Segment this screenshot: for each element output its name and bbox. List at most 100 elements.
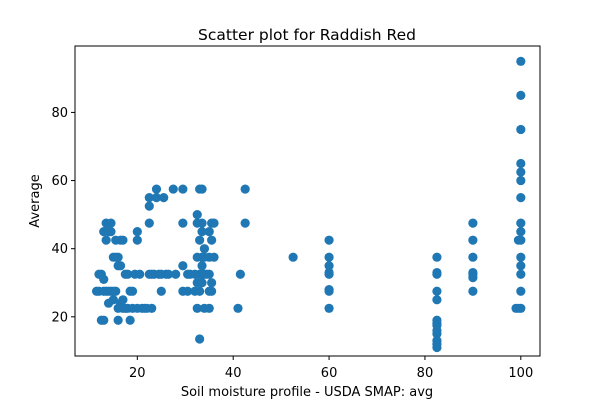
scatter-point (118, 235, 128, 245)
scatter-point (235, 269, 245, 279)
plot-frame (74, 45, 541, 357)
scatter-point (468, 252, 478, 262)
scatter-point (127, 286, 138, 296)
scatter-point (106, 227, 116, 237)
chart-title: Scatter plot for Raddish Red (198, 26, 416, 44)
scatter-point (516, 269, 526, 279)
scatter-point (432, 269, 442, 279)
scatter-point (168, 184, 178, 194)
scatter-point (209, 252, 219, 262)
x-axis-ticks: 20 40 60 80 100 (129, 356, 533, 381)
scatter-point (197, 278, 207, 288)
x-tick-label: 40 (225, 366, 242, 381)
scatter-point (197, 184, 207, 194)
scatter-point (207, 235, 217, 245)
scatter-point (101, 235, 111, 245)
scatter-point (113, 252, 123, 262)
scatter-point (516, 192, 526, 203)
scatter-point (204, 269, 214, 279)
scatter-point (192, 303, 202, 313)
scatter-point (115, 261, 126, 271)
y-tick-label: 80 (51, 106, 68, 121)
scatter-point (207, 286, 217, 296)
scatter-point (324, 286, 334, 296)
x-tick-label: 80 (417, 366, 434, 381)
scatter-point (204, 227, 214, 237)
scatter-point (516, 124, 526, 135)
scatter-point (171, 269, 181, 279)
scatter-point (468, 286, 478, 296)
scatter-point (432, 342, 442, 353)
y-axis-ticks: 20 40 60 80 (51, 106, 75, 325)
scatter-point (468, 218, 478, 228)
scatter-point (125, 315, 135, 325)
scatter-point (178, 261, 188, 271)
y-tick-label: 20 (51, 310, 68, 325)
scatter-point (197, 218, 207, 228)
scatter-point (516, 56, 526, 66)
scatter-point (111, 286, 121, 296)
scatter-point (99, 315, 109, 325)
scatter-point (147, 303, 157, 313)
y-axis-label: Average (28, 174, 43, 227)
x-tick-label: 60 (321, 366, 338, 381)
scatter-point (183, 286, 193, 296)
scatter-point (324, 252, 334, 262)
scatter-point (108, 295, 118, 305)
scatter-point (240, 184, 250, 194)
scatter-point (432, 329, 442, 339)
scatter-point (468, 235, 478, 245)
scatter-point (192, 210, 202, 220)
scatter-point (144, 192, 154, 203)
scatter-point (233, 303, 243, 313)
scatter-point (516, 303, 526, 313)
scatter-point (468, 273, 478, 283)
scatter-point (516, 175, 526, 186)
scatter-point (199, 244, 210, 254)
scatter-point (324, 303, 334, 313)
scatter-point (178, 184, 188, 194)
scatter-point (195, 286, 205, 296)
y-tick-label: 60 (51, 174, 68, 189)
scatter-point (209, 218, 219, 228)
x-axis-label: Soil moisture profile - USDA SMAP: avg (181, 385, 433, 400)
scatter-point (516, 90, 526, 100)
scatter-point (516, 286, 526, 296)
scatter-point (178, 218, 188, 228)
scatter-point (144, 201, 154, 211)
points-layer (91, 56, 526, 353)
scatter-point (132, 227, 142, 237)
scatter-point (516, 167, 526, 177)
scatter-point (432, 295, 442, 305)
scatter-point (204, 303, 214, 313)
scatter-point (144, 218, 154, 228)
scatter-point (324, 261, 334, 271)
scatter-point (156, 286, 166, 296)
scatter-point (197, 261, 207, 271)
scatter-point (132, 235, 142, 245)
scatter-point (195, 334, 205, 344)
scatter-point (324, 235, 334, 245)
scatter-point (195, 235, 205, 245)
scatter-point (123, 269, 133, 279)
x-tick-label: 100 (508, 366, 533, 381)
scatter-point (135, 269, 145, 279)
scatter-point (516, 227, 526, 237)
scatter-point (163, 269, 174, 279)
scatter-point (197, 227, 207, 237)
x-tick-label: 20 (129, 366, 146, 381)
scatter-point (432, 286, 442, 296)
scatter-point (516, 252, 526, 262)
scatter-point (516, 261, 526, 271)
scatter-point (432, 252, 442, 262)
scatter-point (113, 315, 123, 325)
scatter-point (240, 218, 250, 228)
scatter-point (151, 184, 162, 194)
scatter-point (106, 218, 116, 228)
scatter-point (207, 278, 217, 288)
y-tick-label: 40 (51, 242, 68, 257)
scatter-point (516, 158, 526, 169)
scatter-point (288, 252, 298, 262)
